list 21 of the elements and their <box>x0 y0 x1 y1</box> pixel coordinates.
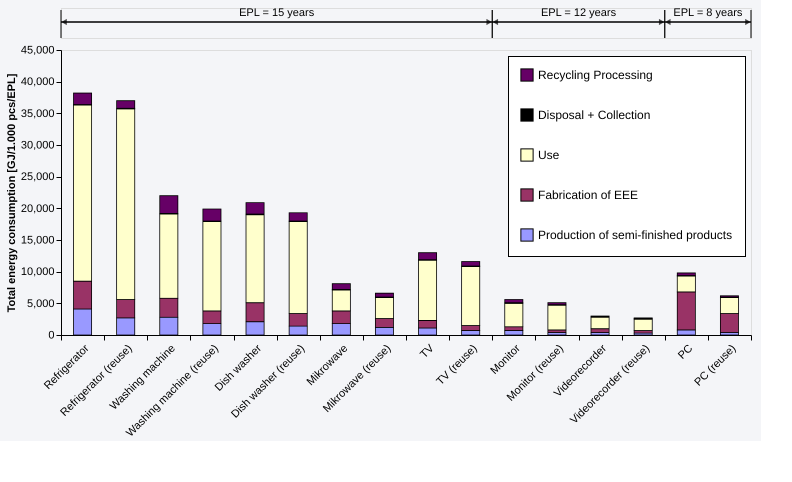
text: EPL = 8 years <box>673 7 743 19</box>
y-tick-label: 45,000 <box>20 44 54 56</box>
x-tick-label: TV <box>418 342 438 361</box>
y-axis-title: Total energy consumption [GJ/1.000 pcs/EPL] <box>6 73 18 312</box>
y-tick-label: 40,000 <box>20 76 54 88</box>
legend-label: Fabrication of EEE <box>538 188 638 202</box>
text: EPL = 12 years <box>540 7 617 19</box>
y-tick-label: 20,000 <box>20 202 54 215</box>
y-tick-label: 5,000 <box>26 298 54 310</box>
y-tick-label: 25,000 <box>20 171 54 184</box>
legend-label: Recycling Processing <box>538 68 653 82</box>
y-tick-label: 10,000 <box>20 266 54 278</box>
y-tick-label: 30,000 <box>20 140 54 152</box>
y-tick-label: 35,000 <box>20 108 54 120</box>
x-tick-label: PC <box>676 342 696 362</box>
y-tick-label: 15,000 <box>20 234 54 246</box>
legend-label: Production of semi-finished products <box>538 228 732 242</box>
y-tick-label: 0 <box>48 330 54 342</box>
legend-label: Use <box>538 148 560 162</box>
legend-label: Disposal + Collection <box>538 108 650 122</box>
text: EPL = 15 years <box>239 7 315 19</box>
